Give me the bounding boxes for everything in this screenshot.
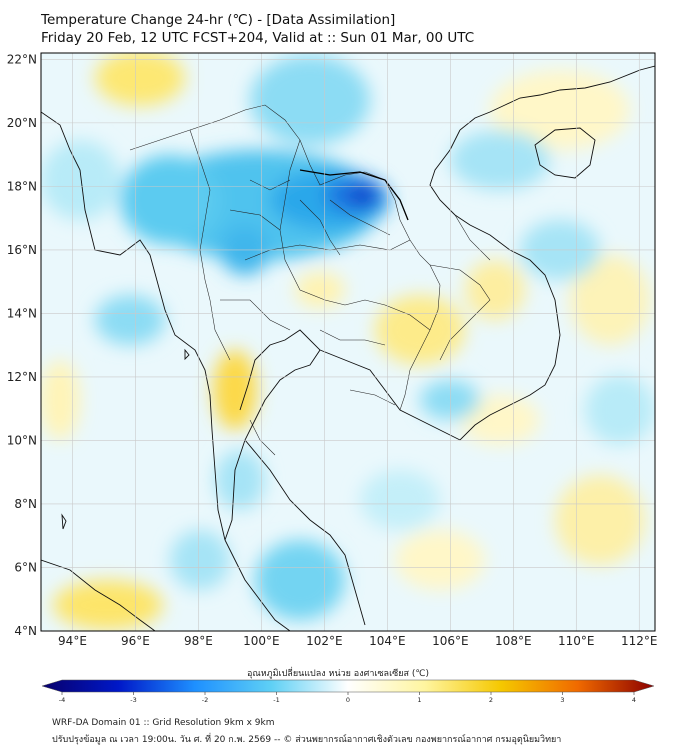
lon-labels: 94°E 96°E 98°E 100°E 102°E 104°E 106°E 108°E 110… <box>58 634 657 648</box>
footer-credit: ปรับปรุงข้อมูล ณ เวลา 19:00น. วัน ศ. ที่… <box>52 735 562 745</box>
lat-tick-label: 22°N <box>7 52 37 66</box>
lat-tick-label: 4°N <box>14 624 37 638</box>
lat-tick-label: 6°N <box>14 560 37 574</box>
lon-tick-label: 108°E <box>495 634 532 648</box>
lon-tick-label: 106°E <box>432 634 469 648</box>
colorbar-tick-label: -4 <box>59 696 65 704</box>
lat-tick-label: 14°N <box>7 306 37 320</box>
map-frame <box>40 52 656 632</box>
field-layer <box>41 53 655 631</box>
colorbar-tick-label: 3 <box>560 696 564 704</box>
lat-labels: 22°N 20°N 18°N 16°N 14°N 12°N 10°N 8°N 6°N 4°N <box>7 52 37 638</box>
lon-tick-label: 104°E <box>369 634 406 648</box>
colorbar-tick-label: 2 <box>489 696 493 704</box>
lon-tick-label: 110°E <box>558 634 595 648</box>
colorbar-tick-label: -1 <box>273 696 279 704</box>
lon-tick-label: 94°E <box>58 634 87 648</box>
footer-model-info: WRF-DA Domain 01 :: Grid Resolution 9km … <box>52 718 275 728</box>
chart-subtitle: Friday 20 Feb, 12 UTC FCST+204, Valid at… <box>41 30 475 46</box>
colorbar-label: อุณหภูมิเปลี่ยนแปลง หน่วย องศาเซลเซียส (… <box>246 669 430 679</box>
lon-tick-label: 98°E <box>184 634 213 648</box>
colorbar-tick-label: 4 <box>632 696 636 704</box>
chart-title: Temperature Change 24-hr (℃) - [Data Ass… <box>41 12 396 28</box>
colorbar: -4 -3 -2 -1 0 1 2 3 4 <box>41 679 655 704</box>
coastlines <box>41 65 655 631</box>
lon-tick-label: 102°E <box>306 634 343 648</box>
lat-tick-label: 16°N <box>7 243 37 257</box>
lat-tick-label: 10°N <box>7 433 37 447</box>
colorbar-tick-label: -3 <box>130 696 136 704</box>
gridlines <box>41 53 655 631</box>
lon-tick-label: 112°E <box>621 634 658 648</box>
lon-tick-label: 100°E <box>243 634 280 648</box>
lat-tick-label: 8°N <box>14 497 37 511</box>
colorbar-tick-label: -2 <box>202 696 208 704</box>
colorbar-tick-label: 1 <box>417 696 421 704</box>
mekong-border <box>299 169 409 221</box>
lon-tick-label: 96°E <box>121 634 150 648</box>
colorbar-tick-label: 0 <box>346 696 350 704</box>
lat-tick-label: 12°N <box>7 370 37 384</box>
lat-tick-label: 18°N <box>7 179 37 193</box>
lat-tick-label: 20°N <box>7 116 37 130</box>
